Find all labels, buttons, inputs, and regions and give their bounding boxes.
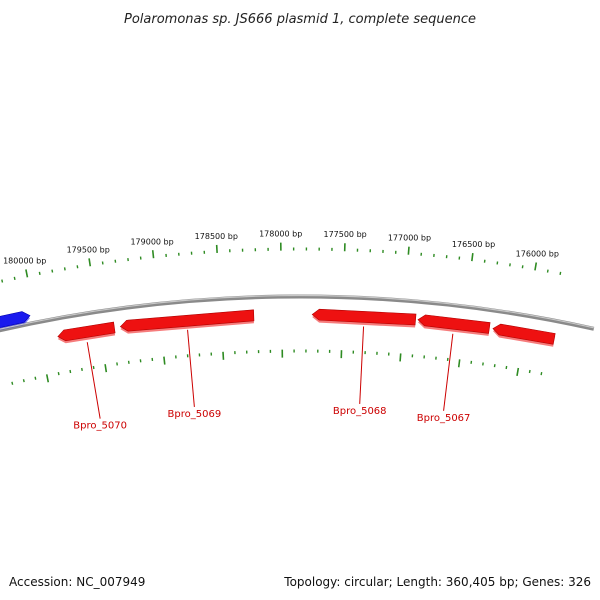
gene-track: [0, 308, 556, 347]
gene-label: Bpro_5067: [417, 413, 471, 424]
inner-minor-tick: [528, 369, 531, 374]
inner-major-tick: [163, 356, 166, 365]
inner-major-tick: [45, 374, 50, 383]
inner-major-tick: [104, 364, 108, 373]
inner-major-tick: [516, 367, 520, 376]
outer-major-tick: [407, 246, 410, 255]
outer-minor-tick: [38, 271, 41, 275]
gene-label: Bpro_5069: [168, 409, 222, 420]
outer-minor-tick: [13, 276, 16, 280]
outer-major-tick: [151, 250, 155, 259]
tick-label: 176000 bp: [516, 250, 559, 259]
gene-arrow-reverse: [311, 308, 417, 326]
inner-minor-tick: [69, 369, 72, 374]
inner-major-tick: [457, 359, 461, 368]
inner-minor-tick: [34, 376, 37, 380]
tick-label: 177500 bp: [323, 230, 366, 239]
tick-label: 176500 bp: [452, 240, 495, 249]
inner-major-tick: [399, 353, 402, 362]
outer-minor-tick: [51, 269, 54, 273]
accession-label: Accession: NC_007949: [9, 575, 145, 589]
tick-label: 179000 bp: [130, 237, 173, 246]
outer-major-tick: [534, 262, 538, 271]
inner-minor-tick: [57, 372, 60, 376]
gene-arrow-reverse: [119, 309, 255, 332]
gene-arrow-reverse: [492, 323, 556, 345]
gene-arrow-reverse: [417, 314, 491, 334]
outer-minor-tick: [559, 271, 562, 276]
gene-label-leader: [86, 342, 101, 419]
tick-label: 178500 bp: [195, 232, 238, 241]
outer-minor-tick: [63, 267, 66, 271]
gene-label: Bpro_5070: [73, 421, 127, 432]
gene-arrow-forward: [0, 311, 31, 328]
outer-major-tick: [471, 253, 474, 262]
gene-label-leader: [443, 333, 454, 411]
gene-label-leader: [187, 329, 195, 408]
gene-labels: Bpro_5070 Bpro_5069 Bpro_5068 Bpro_5067: [73, 326, 471, 432]
inner-minor-tick: [11, 381, 14, 385]
outer-major-tick: [25, 269, 29, 278]
tick-label: 179500 bp: [67, 245, 110, 254]
gene-label-leader: [359, 326, 365, 404]
inner-ruler: [11, 349, 543, 385]
inner-minor-tick: [81, 367, 83, 372]
gene-label: Bpro_5068: [333, 406, 387, 417]
inner-minor-tick: [22, 379, 25, 383]
gene-arrow-reverse: [57, 321, 116, 342]
outer-minor-tick: [1, 279, 4, 283]
sequence-summary: Topology: circular; Length: 360,405 bp; …: [283, 575, 591, 589]
inner-minor-tick: [540, 372, 543, 376]
backbone-highlight: [0, 294, 594, 330]
outer-major-tick: [88, 258, 92, 267]
plasmid-backbone: [0, 294, 595, 333]
tick-label: 180000 bp: [3, 257, 46, 266]
map-title: Polaromonas sp. JS666 plasmid 1, complet…: [124, 12, 476, 27]
outer-minor-tick: [546, 269, 549, 273]
tick-label: 178000 bp: [259, 230, 302, 239]
tick-label: 177000 bp: [388, 234, 431, 243]
outer-ruler: 180000 bp 179500 bp 179000 bp 178500 bp 1780…: [1, 230, 562, 283]
